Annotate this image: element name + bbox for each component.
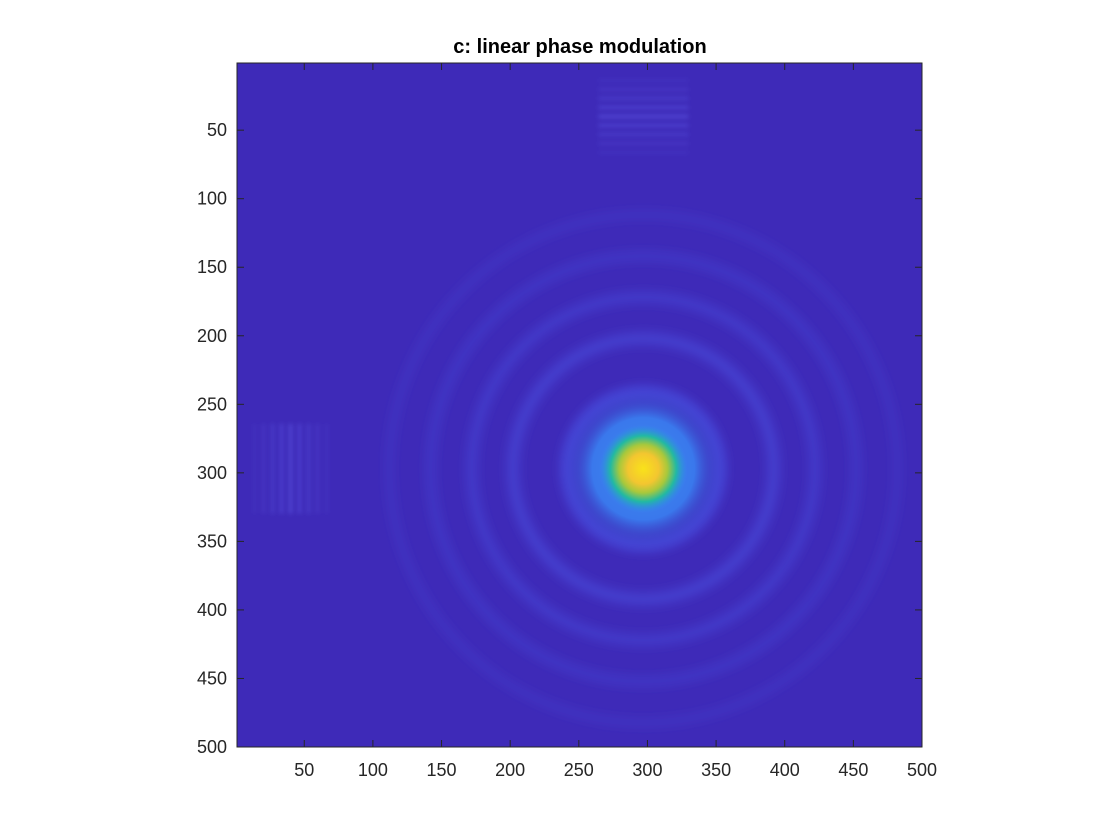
y-axis: 50 100 150 200 250 300 350 400 450 500 bbox=[197, 120, 922, 757]
diffraction-ring bbox=[425, 251, 861, 687]
chart-title: c: linear phase modulation bbox=[453, 36, 706, 58]
y-tick-label: 450 bbox=[197, 668, 227, 688]
plot-area bbox=[237, 63, 922, 747]
axes-box bbox=[236, 62, 923, 748]
intensity-peak bbox=[599, 424, 688, 513]
x-tick-label: 50 bbox=[294, 760, 314, 780]
y-tick-label: 150 bbox=[197, 257, 227, 277]
y-tick-label: 250 bbox=[197, 394, 227, 414]
side-lobe bbox=[252, 423, 329, 514]
diffraction-ring bbox=[385, 210, 902, 727]
y-tick-label: 200 bbox=[197, 326, 227, 346]
diffraction-ring bbox=[466, 291, 821, 646]
x-tick-label: 250 bbox=[564, 760, 594, 780]
y-tick-label: 350 bbox=[197, 531, 227, 551]
x-tick-label: 450 bbox=[838, 760, 868, 780]
side-lobe bbox=[598, 78, 689, 155]
y-tick-label: 50 bbox=[207, 120, 227, 140]
y-tick-label: 100 bbox=[197, 189, 227, 209]
side-lobes bbox=[252, 78, 689, 514]
x-tick-label: 200 bbox=[495, 760, 525, 780]
x-axis: 50 100 150 200 250 300 350 400 450 500 bbox=[294, 63, 937, 780]
x-tick-label: 350 bbox=[701, 760, 731, 780]
y-tick-label: 300 bbox=[197, 463, 227, 483]
x-tick-label: 500 bbox=[907, 760, 937, 780]
x-tick-label: 400 bbox=[770, 760, 800, 780]
diffraction-ring bbox=[506, 332, 780, 606]
y-tick-label: 400 bbox=[197, 600, 227, 620]
x-tick-label: 300 bbox=[632, 760, 662, 780]
x-tick-label: 150 bbox=[427, 760, 457, 780]
y-tick-label: 500 bbox=[197, 737, 227, 757]
heatmap-background bbox=[237, 63, 922, 747]
x-tick-label: 100 bbox=[358, 760, 388, 780]
